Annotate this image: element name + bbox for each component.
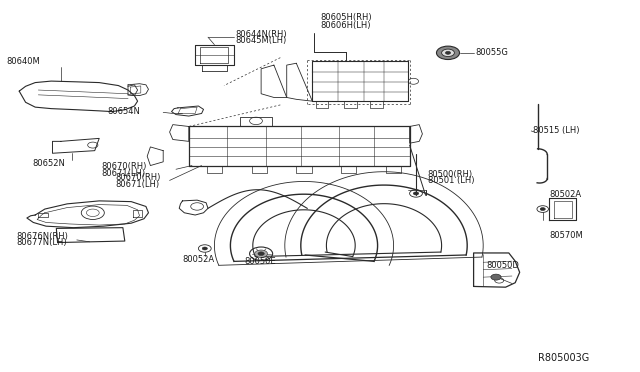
Text: 80654N: 80654N xyxy=(108,107,140,116)
Text: 80055G: 80055G xyxy=(475,48,508,57)
Text: 80677N(LH): 80677N(LH) xyxy=(16,238,67,247)
Text: 80502A: 80502A xyxy=(549,190,581,199)
Text: 80670(RH): 80670(RH) xyxy=(115,173,161,182)
Text: 80670(RH): 80670(RH) xyxy=(101,162,147,171)
Circle shape xyxy=(540,208,545,211)
Text: 80050D: 80050D xyxy=(486,262,519,270)
Text: 80570M: 80570M xyxy=(549,231,583,240)
Circle shape xyxy=(442,49,454,57)
Text: 80645M(LH): 80645M(LH) xyxy=(235,36,286,45)
Circle shape xyxy=(258,252,264,256)
Circle shape xyxy=(413,192,419,195)
Text: 80652N: 80652N xyxy=(32,159,65,168)
Text: 80050E: 80050E xyxy=(244,257,276,266)
Circle shape xyxy=(491,274,501,280)
Text: 80671(LH): 80671(LH) xyxy=(101,169,145,178)
Circle shape xyxy=(445,51,451,54)
Circle shape xyxy=(202,247,207,250)
Text: 80676N(RH): 80676N(RH) xyxy=(16,232,68,241)
Text: 80640M: 80640M xyxy=(6,57,40,66)
Text: R805003G: R805003G xyxy=(538,353,589,363)
Text: 80644N(RH): 80644N(RH) xyxy=(235,30,287,39)
Text: 80052A: 80052A xyxy=(182,255,214,264)
Circle shape xyxy=(436,46,460,60)
Text: 80500(RH): 80500(RH) xyxy=(428,170,473,179)
Circle shape xyxy=(255,250,268,257)
Text: 80606H(LH): 80606H(LH) xyxy=(320,21,371,30)
Text: 80515 (LH): 80515 (LH) xyxy=(533,126,580,135)
Text: 80605H(RH): 80605H(RH) xyxy=(320,13,372,22)
Text: 80501 (LH): 80501 (LH) xyxy=(428,176,474,185)
Text: 80671(LH): 80671(LH) xyxy=(115,180,159,189)
